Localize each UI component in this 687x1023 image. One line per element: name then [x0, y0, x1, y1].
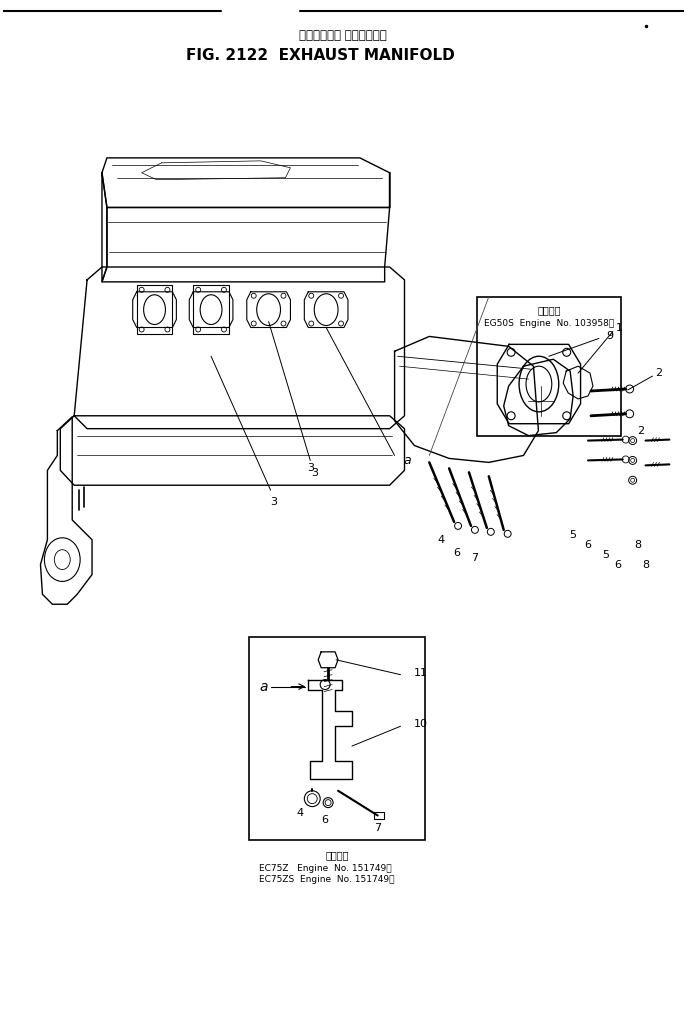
Text: EC75ZS  Engine  No. 151749～: EC75ZS Engine No. 151749～: [259, 876, 394, 885]
Ellipse shape: [143, 294, 166, 325]
Ellipse shape: [257, 294, 280, 325]
Text: a: a: [404, 454, 412, 466]
Polygon shape: [41, 416, 92, 605]
Polygon shape: [60, 415, 405, 485]
Text: 4: 4: [297, 807, 304, 817]
Bar: [137, 284, 172, 335]
Polygon shape: [504, 359, 573, 436]
Polygon shape: [563, 366, 593, 399]
Ellipse shape: [325, 800, 331, 805]
Text: 3: 3: [270, 497, 277, 507]
Polygon shape: [318, 652, 338, 668]
Polygon shape: [394, 337, 539, 462]
Text: 6: 6: [453, 547, 460, 558]
Text: 9: 9: [606, 331, 613, 342]
Ellipse shape: [631, 458, 635, 462]
Ellipse shape: [631, 479, 635, 482]
Text: 7: 7: [374, 824, 381, 834]
Polygon shape: [133, 292, 177, 327]
Text: 2: 2: [637, 426, 644, 436]
Polygon shape: [304, 292, 348, 327]
Text: 適用号機: 適用号機: [326, 850, 349, 860]
Polygon shape: [74, 267, 405, 429]
Text: 5: 5: [570, 530, 576, 540]
Text: 8: 8: [634, 540, 641, 549]
Text: 適用号機: 適用号機: [537, 306, 561, 316]
Text: 5: 5: [602, 549, 609, 560]
Text: EC75Z   Engine  No. 151749～: EC75Z Engine No. 151749～: [259, 863, 392, 873]
Polygon shape: [102, 158, 390, 208]
Polygon shape: [189, 292, 233, 327]
Bar: [249, 637, 425, 840]
Text: 2: 2: [655, 368, 662, 379]
Polygon shape: [308, 679, 352, 779]
Text: 10: 10: [414, 719, 427, 729]
Text: 11: 11: [414, 668, 427, 677]
Text: 8: 8: [642, 560, 649, 570]
Ellipse shape: [314, 294, 338, 325]
Ellipse shape: [526, 366, 552, 402]
Polygon shape: [102, 173, 107, 282]
Ellipse shape: [200, 295, 222, 324]
Polygon shape: [102, 173, 390, 282]
Ellipse shape: [526, 381, 556, 420]
Text: 3: 3: [311, 469, 318, 479]
Text: FIG. 2122  EXHAUST MANIFOLD: FIG. 2122 EXHAUST MANIFOLD: [185, 48, 455, 63]
Polygon shape: [247, 292, 291, 327]
Ellipse shape: [199, 294, 223, 325]
Text: 6: 6: [322, 815, 328, 826]
Text: 6: 6: [614, 560, 621, 570]
Polygon shape: [497, 345, 581, 424]
Text: a: a: [260, 679, 268, 694]
Text: 6: 6: [585, 540, 592, 549]
Bar: [193, 284, 229, 335]
Bar: [477, 297, 621, 436]
Text: EG50S  Engine  No. 103958～: EG50S Engine No. 103958～: [484, 319, 614, 328]
Ellipse shape: [631, 439, 635, 443]
Text: 7: 7: [471, 552, 478, 563]
Ellipse shape: [307, 794, 317, 804]
Text: 4: 4: [438, 535, 444, 545]
Text: 3: 3: [307, 463, 314, 474]
Ellipse shape: [144, 295, 166, 324]
Text: エキゾースト マニホールド: エキゾースト マニホールド: [299, 30, 387, 42]
Bar: [374, 811, 383, 819]
Text: 1: 1: [616, 322, 623, 332]
